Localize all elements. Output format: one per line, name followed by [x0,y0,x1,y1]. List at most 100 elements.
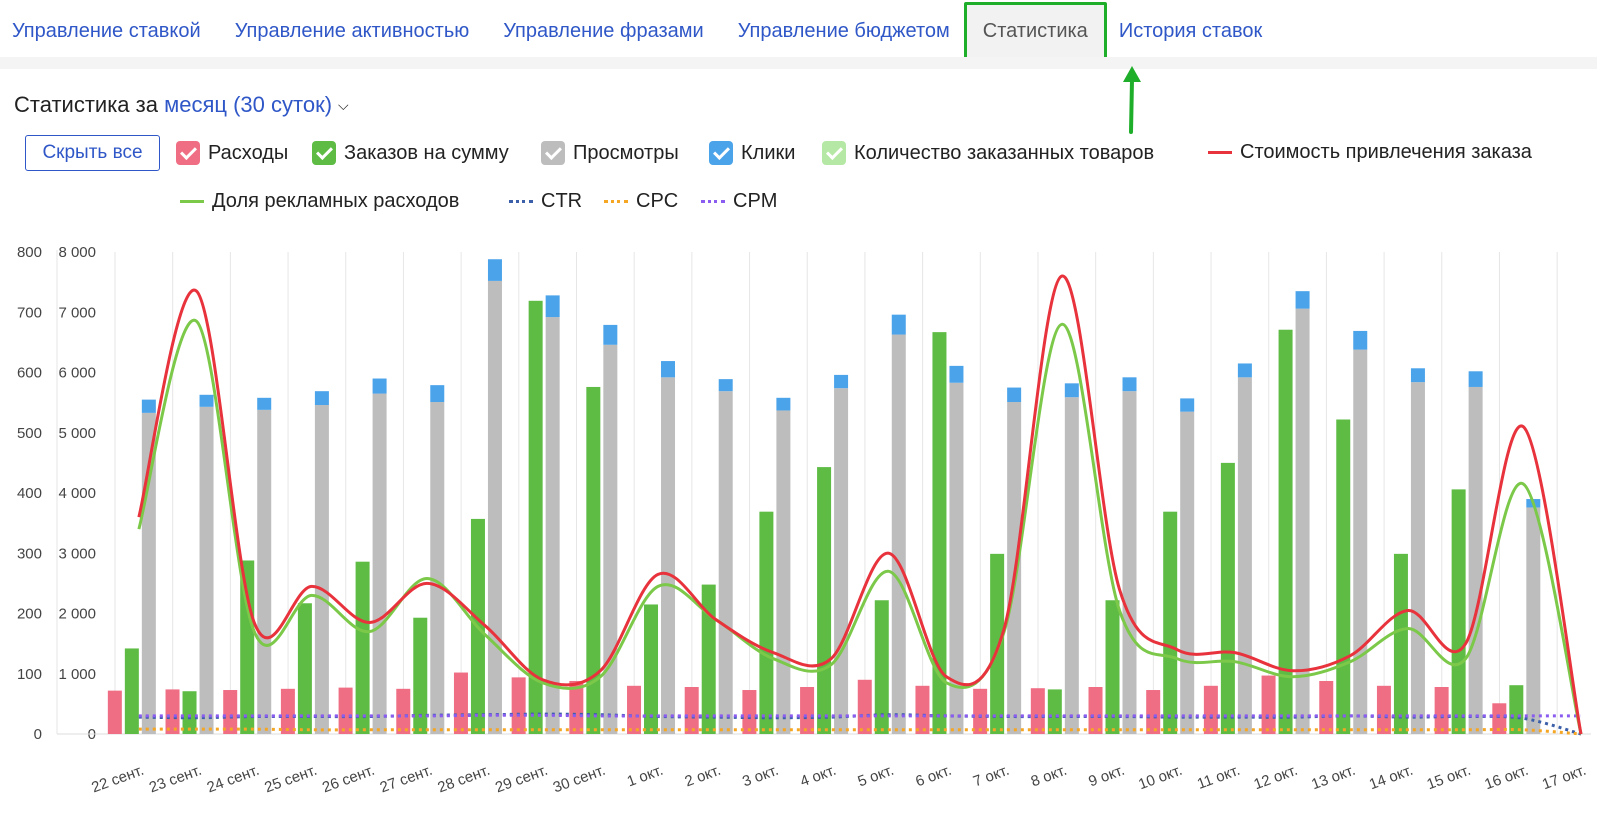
bar-expenses [569,680,584,734]
y-right-tick-label: 5 000 [58,425,96,442]
checkbox-icon[interactable] [541,141,565,165]
checkbox-icon[interactable] [709,141,733,165]
checkbox-icon[interactable] [822,141,846,165]
highlight-arrow-icon [1123,66,1141,134]
bar-views [1237,377,1252,734]
x-tick-label: 8 окт. [1029,762,1070,791]
bar-orders-sum [932,332,947,734]
bar-orders-sum [1163,511,1178,734]
bar-views [1526,507,1541,734]
tab-bid-management[interactable]: Управление ставкой [12,20,201,42]
bar-orders-sum [874,600,889,734]
tab-phrases-management[interactable]: Управление фразами [503,20,704,42]
x-tick-label: 2 окт. [683,762,724,791]
bar-expenses [453,672,468,734]
x-tick-label: 14 окт. [1367,762,1415,793]
legend-item-expenses[interactable]: Расходы [176,141,288,165]
bar-clicks [1353,330,1368,350]
y-left-tick-label: 100 [17,666,42,683]
bar-views [1180,411,1195,734]
checkbox-icon[interactable] [312,141,336,165]
y-left-tick-label: 400 [17,485,42,502]
bar-clicks [1122,377,1137,392]
bar-views [718,391,733,734]
bar-clicks [1064,383,1079,398]
bar-orders-sum [1220,462,1235,734]
bar-orders-sum [701,584,716,734]
legend-item-clicks[interactable]: Клики [709,141,795,165]
bar-expenses [973,688,988,734]
legend-item-views[interactable]: Просмотры [541,141,679,165]
legend-item-order-acquisition-cost[interactable]: Стоимость привлечения заказа [1208,141,1532,164]
x-tick-label: 11 окт. [1195,762,1242,793]
bar-views [776,410,791,734]
chevron-down-icon[interactable]: ⌵ [338,97,349,113]
x-tick-label: 5 окт. [856,762,897,791]
bar-views [487,280,502,734]
line-cpm [138,713,1581,718]
line-order-acquisition-cost [137,274,1583,735]
tab-bar: Управление ставкой Управление активность… [0,0,1597,60]
bar-clicks [199,394,214,407]
hide-all-button[interactable]: Скрыть все [25,135,160,171]
bar-orders-sum [413,617,428,734]
legend-item-cpm[interactable]: CPM [701,190,777,213]
x-tick-label: 25 сент. [262,762,319,797]
x-tick-label: 16 окт. [1482,762,1530,793]
x-tick-label: 3 окт. [740,762,781,791]
legend-label: Просмотры [573,141,679,164]
y-left-tick-label: 0 [34,726,42,743]
bar-orders-sum [1509,685,1524,734]
bar-orders-sum [1451,489,1466,734]
bar-views [1353,349,1368,734]
bar-expenses [338,687,353,734]
bar-clicks [487,259,502,281]
line-ad-share [137,318,1583,735]
bar-views [1295,308,1310,734]
y-right-tick-label: 6 000 [58,365,96,382]
y-right-tick-label: 2 000 [58,606,96,623]
bar-expenses [165,689,180,734]
bar-orders-sum [1047,689,1062,734]
bar-expenses [1319,680,1334,734]
x-tick-label: 28 сент. [435,762,492,797]
bar-expenses [1434,687,1449,734]
bar-orders-sum [124,648,139,734]
x-tick-label: 6 окт. [913,762,954,791]
tab-budget-management[interactable]: Управление бюджетом [737,20,950,42]
bar-clicks [949,365,964,383]
bar-expenses [627,685,642,734]
legend-item-ad-share[interactable]: Доля рекламных расходов [180,190,459,213]
legend-label: Расходы [208,141,289,164]
bar-orders-sum [759,511,774,734]
x-tick-label: 7 окт. [971,762,1012,791]
bar-orders-sum [1278,329,1293,734]
bar-views [257,409,272,734]
y-left-tick-label: 600 [17,365,42,382]
bar-clicks [661,361,676,378]
legend-item-ordered-items[interactable]: Количество заказанных товаров [822,141,1154,165]
line-swatch-icon [604,200,628,203]
bar-clicks [1237,363,1252,378]
tab-activity-management[interactable]: Управление активностью [234,20,470,42]
tab-bid-history[interactable]: История ставок [1118,20,1263,42]
x-tick-label: 23 сент. [147,762,204,797]
x-tick-label: 13 окт. [1309,762,1357,793]
bar-clicks [1468,371,1483,387]
legend-item-orders-sum[interactable]: Заказов на сумму [312,141,509,165]
y-left-tick-label: 700 [17,304,42,321]
bar-clicks [372,378,387,394]
bar-expenses [511,677,526,734]
bar-orders-sum [182,691,197,734]
y-right-tick-label: 8 000 [58,244,96,261]
bar-views [1064,397,1079,734]
legend-item-cpc[interactable]: CPC [604,190,678,213]
legend-item-ctr[interactable]: CTR [509,190,582,213]
period-selector[interactable]: месяц (30 суток) [164,92,333,117]
bar-clicks [257,397,272,410]
bar-orders-sum [990,553,1005,734]
tab-statistics[interactable]: Статистика [963,1,1107,60]
checkbox-icon[interactable] [176,141,200,165]
x-tick-label: 29 сент. [493,762,550,797]
